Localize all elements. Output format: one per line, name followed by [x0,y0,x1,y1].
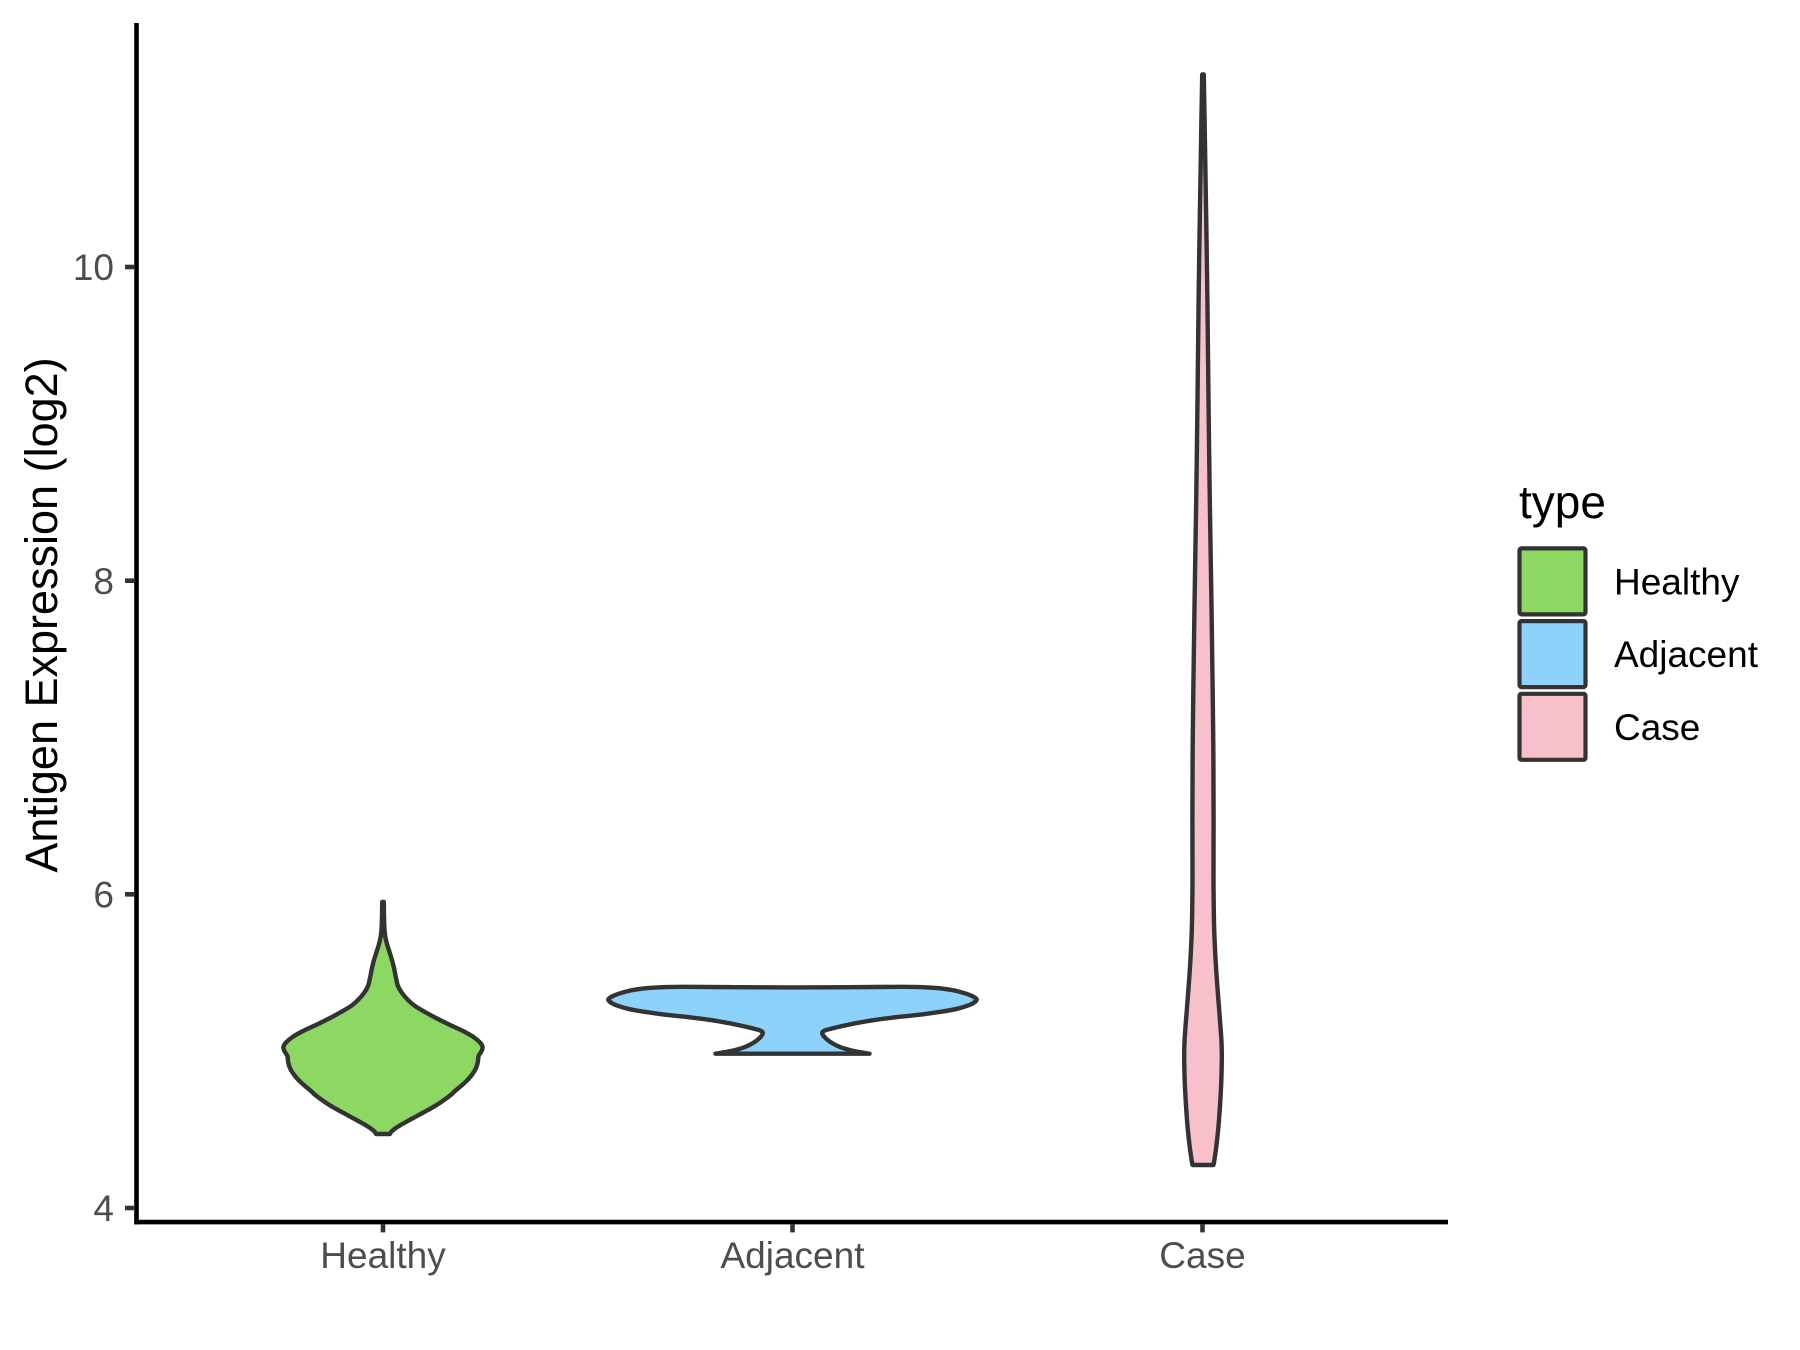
svg-text:Healthy: Healthy [320,1235,446,1276]
svg-text:10: 10 [73,247,114,288]
svg-text:Adjacent: Adjacent [721,1235,866,1276]
svg-text:6: 6 [93,875,114,916]
svg-text:Case: Case [1614,707,1700,748]
svg-text:Antigen Expression (log2): Antigen Expression (log2) [16,357,67,872]
svg-text:Case: Case [1159,1235,1245,1276]
svg-text:Adjacent: Adjacent [1614,634,1759,675]
svg-text:Healthy: Healthy [1614,562,1740,603]
svg-text:type: type [1519,476,1606,528]
svg-text:4: 4 [93,1188,114,1229]
svg-text:8: 8 [93,561,114,602]
